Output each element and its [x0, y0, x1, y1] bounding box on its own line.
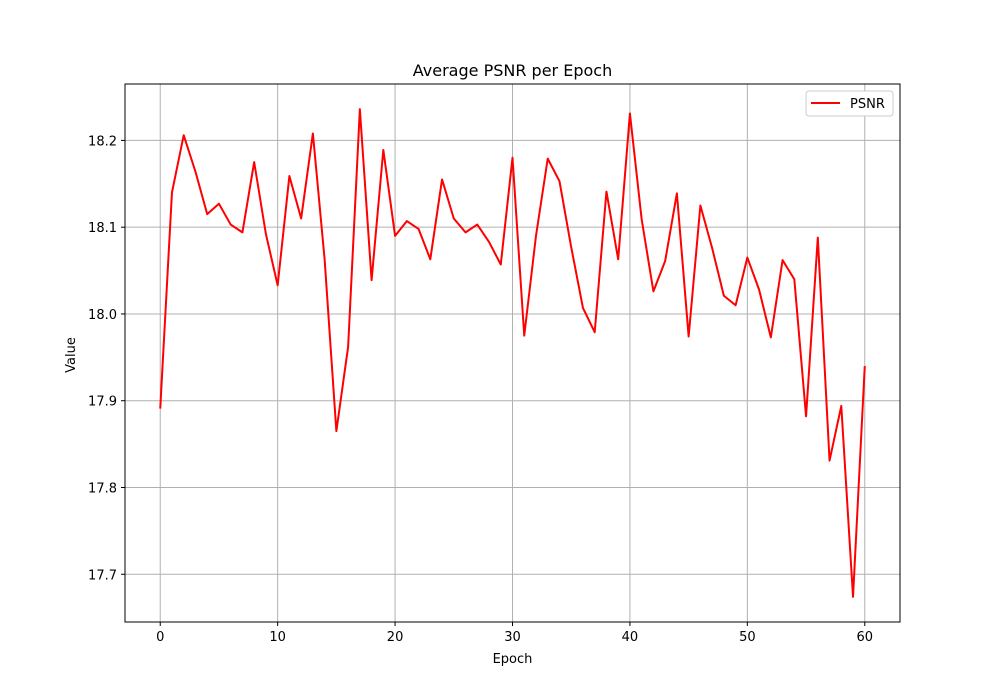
x-axis-label: Epoch [493, 652, 533, 667]
y-tick-label: 18.1 [88, 221, 117, 236]
x-tick-label: 50 [739, 630, 756, 645]
legend-label-psnr: PSNR [850, 97, 885, 112]
y-tick-label: 17.8 [88, 482, 117, 497]
y-axis-label: Value [64, 337, 79, 373]
grid [125, 84, 900, 622]
x-tick-label: 10 [269, 630, 286, 645]
x-tick-label: 40 [622, 630, 639, 645]
y-tick-label: 17.9 [88, 395, 117, 410]
x-tick-label: 20 [387, 630, 404, 645]
chart-title: Average PSNR per Epoch [413, 61, 612, 80]
plot-series [159, 108, 866, 598]
y-tick-label: 17.7 [88, 568, 117, 583]
legend: PSNR [805, 90, 894, 117]
x-tick-label: 0 [156, 630, 164, 645]
y-tick-label: 18.2 [88, 134, 117, 149]
x-tick-label: 60 [856, 630, 873, 645]
legend-box [805, 90, 894, 117]
x-tick-label: 30 [504, 630, 521, 645]
y-tick-label: 18.0 [88, 308, 117, 323]
y-axis-ticks: 17.7 17.8 17.9 18.0 18.1 18.2 [88, 134, 125, 583]
x-axis-ticks: 0 10 20 30 40 50 60 [156, 622, 873, 645]
